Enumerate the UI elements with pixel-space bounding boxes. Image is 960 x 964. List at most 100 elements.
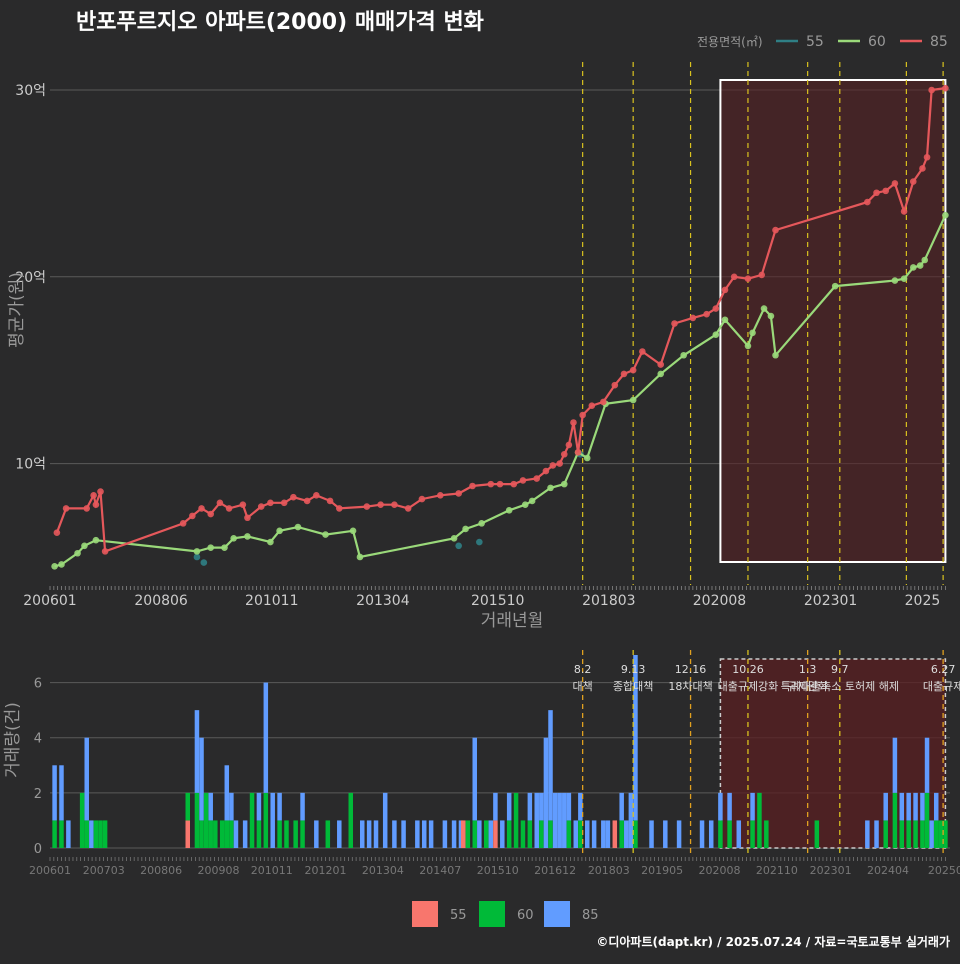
series-point-85 [919,165,926,172]
volume-bar-60 [757,792,762,848]
policy-name-label: 규제완화 [787,680,827,693]
volume-bar-85 [865,820,870,848]
volume-bar-60 [566,820,572,848]
policy-name-label: 특례대출축소 토허제 해제 [781,679,899,693]
volume-bar-60 [483,820,489,848]
series-point-85 [290,493,297,501]
series-point-60 [891,277,899,284]
price-x-tick-label: 200806 [134,593,188,609]
volume-policy-lines: 8.2 대책 9.13 종합대책 12.16 18차대책 10.26 대출규제강화 1.3 규제완… [573,650,960,856]
volume-bar-60 [465,820,471,848]
volume-bar-85 [421,820,427,848]
series-point-60 [349,527,357,535]
series-point-60 [505,506,513,514]
volume-bar-60 [814,820,820,848]
series-point-60 [356,553,364,561]
series-point-60 [207,544,215,551]
series-point-60 [921,256,929,264]
series-point-60 [230,535,237,542]
series-point-60 [528,497,536,505]
policy-date-label: 1.3 [799,663,817,676]
series-point-85 [689,314,697,322]
series-point-60 [680,351,687,359]
volume-bar-85 [233,820,239,848]
volume-x-tick-label: 201201 [305,864,347,877]
volume-bar-85 [534,792,539,848]
footer-credit: ©디아파트(dapt.kr) / 2025.07.24 / 자료=국토교통부 실… [596,934,950,949]
series-point-60 [276,527,283,535]
volume-y-tick-label: 6 [34,677,42,692]
volume-bar-85 [924,737,930,793]
series-point-85 [923,153,931,161]
series-point-55 [476,538,483,546]
volume-bar-85 [906,792,911,821]
volume-x-tick-label: 201407 [419,864,461,877]
volume-bar-85 [224,765,230,821]
policy-date-label: 12.16 [675,663,707,676]
series-point-85 [363,503,371,510]
series-point-85 [549,462,557,469]
series-point-85 [579,411,586,419]
volume-y-tick-label: 0 [34,842,42,857]
volume-bar-85 [263,682,269,793]
series-point-85 [730,273,738,281]
series-point-85 [207,510,215,518]
volume-bar-60 [293,820,298,848]
series-point-85 [280,499,288,507]
series-point-85 [418,495,426,503]
price-x-tick-label: 202008 [693,593,746,609]
volume-bar-85 [883,792,888,821]
series-point-85 [487,480,495,488]
policy-name-label: 대출규제 [923,680,960,693]
series-point-85 [225,505,233,512]
series-point-60 [450,535,458,542]
price-y-axis-title: 평균가(원) [7,272,27,348]
series-point-60 [74,549,81,557]
volume-bar-60 [920,820,925,848]
volume-bar-55 [185,820,191,848]
series-point-85 [62,505,70,512]
volume-legend-label-60: 60 [517,908,534,923]
series-point-60 [721,316,729,324]
price-axes: 200601 200806 201011 201304 201510 201803 2020… [23,586,946,609]
policy-name-label: 대책 [573,680,593,693]
series-point-60 [831,282,839,290]
price-x-tick-label: 200601 [23,593,76,609]
volume-bar-85 [488,820,494,848]
series-point-85 [83,505,91,512]
series-point-85 [556,460,563,467]
volume-bar-60 [892,792,898,848]
series-point-60 [267,538,274,546]
volume-bars [52,655,948,848]
series-point-85 [772,226,779,234]
series-point-60 [749,329,756,337]
volume-x-tick-label: 202110 [756,864,798,877]
series-point-60 [767,312,775,320]
volume-bar-60 [93,820,99,848]
series-point-85 [257,503,265,510]
volume-bar-60 [229,820,234,848]
series-point-85 [758,271,766,279]
volume-bar-85 [442,820,448,848]
volume-bar-85 [229,792,234,821]
volume-bar-85 [933,792,939,821]
volume-bar-60 [185,792,191,821]
volume-bar-85 [663,820,668,848]
volume-bar-60 [906,820,911,848]
volume-bar-85 [628,792,634,848]
volume-bar-60 [325,820,331,848]
volume-x-tick-label: 200703 [83,864,125,877]
series-point-60 [58,561,65,568]
volume-legend-label-55: 55 [450,908,467,923]
volume-bar-85 [557,792,562,848]
price-y-tick-label: 20억 [15,270,46,286]
volume-bar-60 [84,820,89,848]
series-point-85 [335,505,343,512]
volume-y-tick-label: 4 [34,732,42,747]
series-point-60 [221,544,228,551]
volume-bar-60 [943,820,948,848]
price-series [51,84,949,570]
legend-label-60: 60 [868,34,886,50]
volume-bar-85 [89,820,94,848]
volume-bar-55 [612,820,618,848]
